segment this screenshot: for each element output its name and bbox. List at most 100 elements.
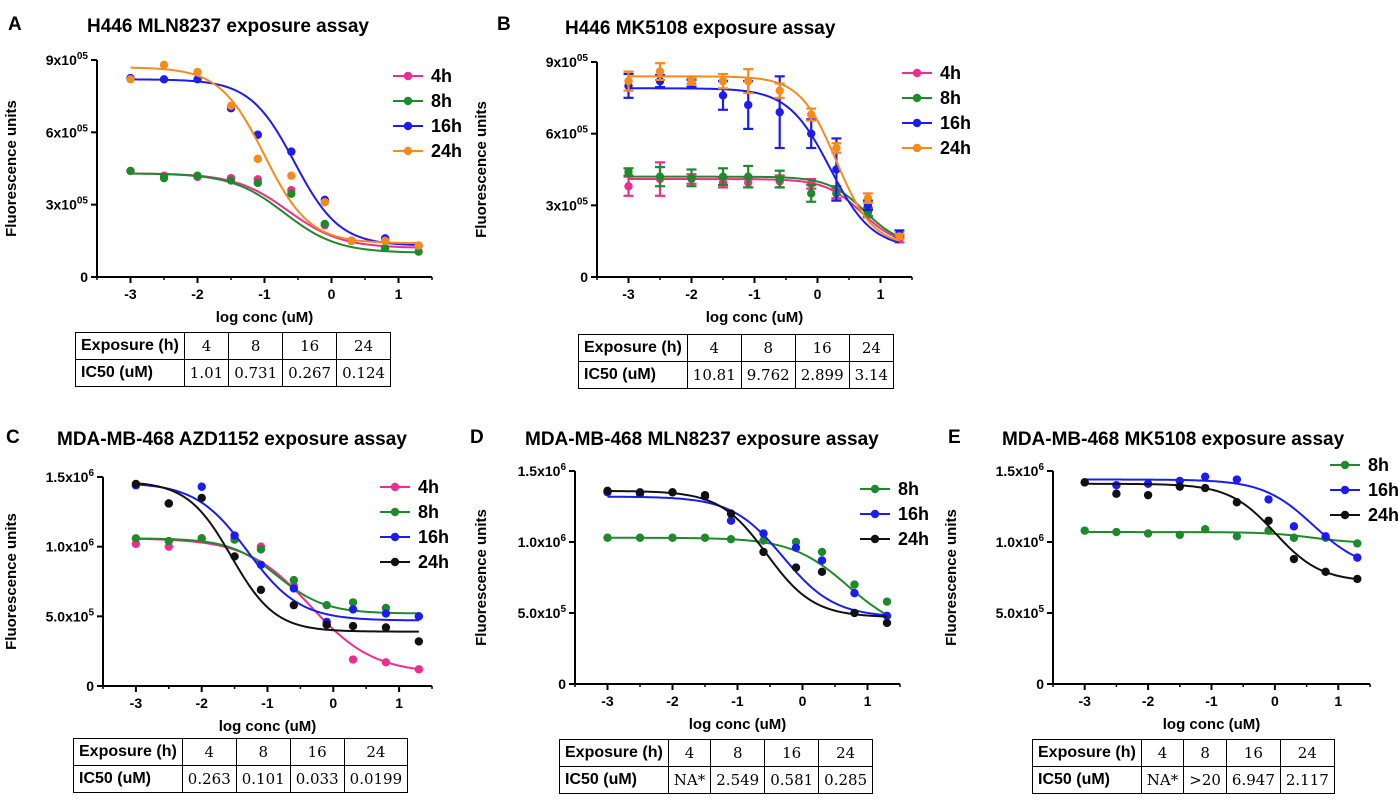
x-axis-label: log conc (uM) (689, 716, 787, 733)
data-point-8h (289, 575, 299, 585)
data-point-8h (414, 247, 423, 256)
data-point-24h (381, 623, 391, 632)
data-point-8h (380, 243, 390, 253)
x-tick-label: -1 (1205, 693, 1218, 709)
chart-svg: -3 -2 -1 0 1 0 5.0x105 1.0x106 1.5x106 log conc (… (943, 455, 1398, 733)
legend-label: 24h (898, 529, 929, 549)
exposure-cell: 4 (1140, 739, 1185, 767)
ic50-header: IC50 (uM) (1032, 766, 1142, 794)
y-axis-label: Fluorescence units (473, 509, 490, 646)
data-point-24h (164, 499, 173, 508)
data-point-24h (882, 618, 892, 628)
data-point-16h (1353, 553, 1362, 562)
data-point-24h (131, 479, 141, 489)
data-point-24h (253, 154, 262, 164)
y-tick-label: 9x1005 (546, 53, 589, 70)
exposure-cell: 8 (740, 334, 796, 362)
y-tick-label: 0 (580, 269, 588, 285)
x-tick-label: -1 (258, 286, 271, 302)
data-point-24h (1264, 516, 1273, 525)
y-axis-label: Fluorescence units (3, 513, 20, 650)
exposure-cell: 16 (1225, 739, 1281, 767)
y-axis-label: Fluorescence units (3, 100, 20, 237)
exposure-cell: 8 (1183, 739, 1227, 767)
panel-c: C MDA-MB-468 AZD1152 exposure assay -3 -2… (0, 405, 470, 810)
y-tick-label: 3x1005 (546, 196, 589, 213)
legend-label: 8h (940, 88, 961, 108)
legend-marker (870, 534, 880, 544)
data-point-8h (726, 534, 736, 544)
data-point-24h (895, 232, 904, 241)
fit-curve-16h (1084, 478, 1358, 559)
y-tick-label: 5.0x105 (996, 604, 1045, 621)
panel-title: H446 MK5108 exposure assay (565, 18, 836, 39)
data-point-16h (726, 516, 736, 525)
y-tick-label: 0 (86, 678, 94, 694)
panel-label: B (497, 14, 511, 35)
data-point-16h (807, 129, 816, 138)
data-point-8h (348, 598, 358, 607)
data-point-16h (287, 147, 296, 156)
ic50-table: Exposure (h) 4 8 16 24 IC50 (uM) NA* >20… (1032, 739, 1335, 794)
ic50-header: IC50 (uM) (75, 359, 185, 387)
y-tick-label: 3x1005 (46, 196, 89, 213)
x-tick-label: -3 (1078, 693, 1091, 709)
data-point-24h (791, 563, 801, 572)
data-point-24h (700, 490, 710, 500)
legend-label: 24h (431, 141, 462, 161)
exposure-cell: 8 (235, 738, 291, 766)
x-tick-label: 1 (877, 286, 885, 302)
data-point-8h (159, 173, 169, 183)
data-point-16h (817, 556, 827, 565)
panel-title: MDA-MB-468 AZD1152 exposure assay (57, 429, 407, 450)
ic50-cell: >20 (1183, 766, 1227, 794)
x-tick-label: -1 (748, 286, 761, 302)
fit-curve-24h (1084, 482, 1358, 581)
data-point-24h (1232, 498, 1242, 507)
data-point-16h (759, 529, 768, 538)
legend-label: 8h (431, 91, 452, 111)
ic50-table: Exposure (h) 4 8 16 24 IC50 (uM) NA* 2.5… (559, 739, 874, 794)
data-point-8h (253, 178, 262, 188)
data-point-24h (226, 101, 236, 111)
data-point-8h (256, 545, 266, 554)
data-point-4h (624, 182, 633, 191)
fit-curve-16h (130, 78, 419, 246)
ic50-cell: 0.581 (764, 766, 820, 794)
data-point-8h (193, 171, 202, 180)
data-point-24h (1143, 490, 1153, 500)
data-point-8h (320, 219, 329, 229)
data-point-24h (817, 567, 827, 577)
panel-d: D MDA-MB-468 MLN8237 exposure assay -3 -2… (470, 405, 940, 810)
x-axis-label: log conc (uM) (1163, 716, 1261, 733)
data-point-24h (322, 620, 331, 629)
panel-title: MDA-MB-468 MK5108 exposure assay (1002, 429, 1345, 450)
fit-curve-24h (135, 482, 419, 633)
data-point-24h (414, 241, 423, 250)
fit-curve-8h (607, 536, 888, 616)
legend-marker (403, 121, 413, 131)
legend-marker (1340, 485, 1350, 495)
ic50-cell: 10.81 (686, 361, 742, 389)
panel-label: C (6, 427, 20, 448)
legend-label: 16h (898, 504, 929, 524)
panel-title: H446 MLN8237 exposure assay (87, 16, 369, 37)
x-tick-label: -3 (124, 286, 137, 302)
data-point-8h (850, 580, 859, 589)
data-point-24h (1321, 567, 1330, 577)
legend-marker (912, 93, 922, 103)
data-point-16h (159, 75, 169, 84)
ic50-cell: 2.899 (794, 361, 850, 389)
ic50-header: IC50 (uM) (559, 766, 669, 794)
data-point-24h (668, 488, 677, 497)
data-point-16h (718, 91, 728, 100)
data-point-24h (126, 75, 135, 84)
legend-label: 16h (418, 527, 449, 547)
legend-marker (390, 482, 400, 492)
ic50-cell: 0.124 (336, 359, 392, 387)
exposure-cell: 24 (848, 334, 895, 362)
data-point-16h (1289, 522, 1299, 531)
data-point-24h (624, 76, 633, 86)
data-point-8h (668, 533, 677, 542)
legend-marker (870, 509, 880, 519)
